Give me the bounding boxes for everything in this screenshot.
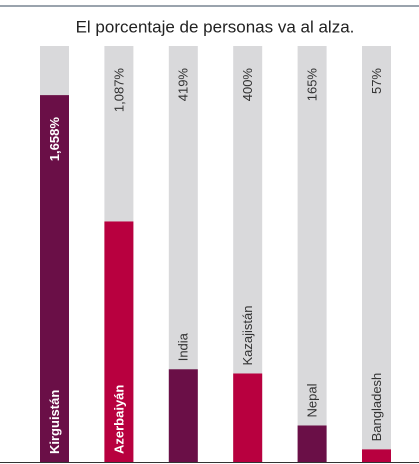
bar [362,449,391,462]
value-label: 57% [369,68,384,94]
bar-background [362,46,391,462]
value-label: 1,087% [111,68,126,113]
category-label: Azerbaiyán [111,385,126,454]
bar [233,373,263,462]
bar [104,221,134,462]
value-label: 165% [305,68,320,102]
category-label: Kirguistán [47,390,62,454]
bar [168,369,198,462]
category-label: Bangladesh [369,373,384,442]
bar-background [297,46,327,462]
category-label: Kazajistán [240,306,255,366]
category-label: Nepal [305,383,320,417]
chart-title: El porcentaje de personas va al alza. [76,17,355,36]
value-label: 1,658% [47,117,62,162]
bar [297,425,327,462]
bar [40,95,69,462]
value-label: 419% [176,68,191,102]
value-label: 400% [240,68,255,102]
category-label: India [176,332,191,361]
